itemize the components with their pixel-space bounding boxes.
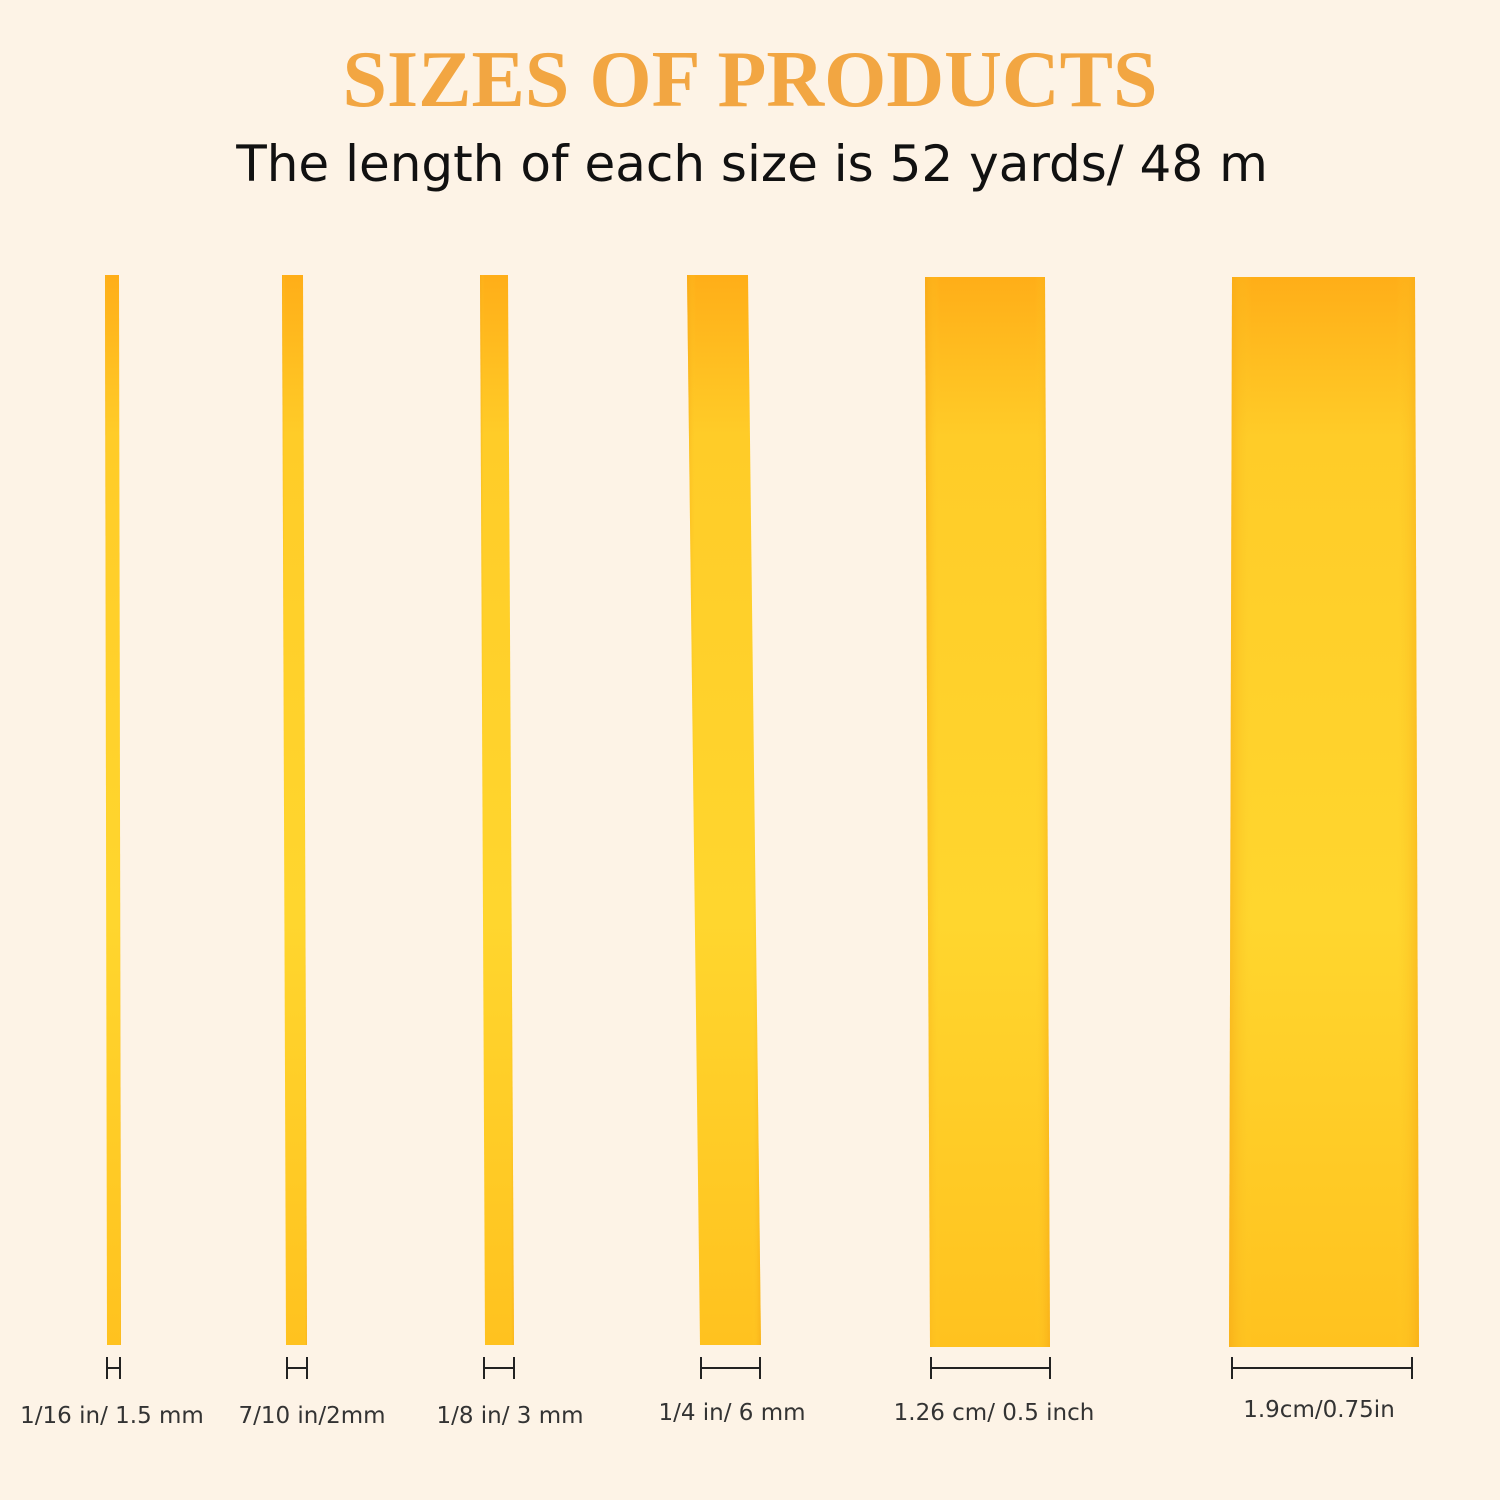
tapes: 1/16 in/ 1.5 mm 7/10 in/2mm 1/8 in/ 3 mm 1/… [20,275,1419,1429]
size-label: 1.9cm/0.75in [1243,1397,1395,1423]
title: SIZES OF PRODUCTS [343,36,1158,124]
size-label: 1.26 cm/ 0.5 inch [894,1400,1095,1426]
subtitle: The length of each size is 52 yards/ 48 … [235,135,1268,193]
tape-shade [105,275,121,1345]
tape-shade [480,275,514,1345]
size-label: 1/8 in/ 3 mm [436,1403,583,1429]
size-label: 7/10 in/2mm [238,1403,385,1429]
tape-shade [687,275,761,1345]
tape-shade [282,275,307,1345]
tape-shade [925,277,1050,1347]
size-label: 1/16 in/ 1.5 mm [20,1403,204,1429]
tape-shade [1229,277,1419,1347]
size-label: 1/4 in/ 6 mm [658,1400,805,1426]
